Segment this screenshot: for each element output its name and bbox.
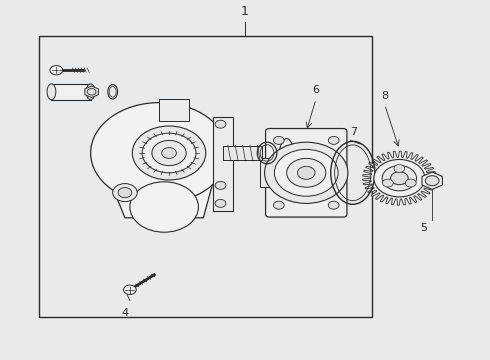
Circle shape bbox=[394, 165, 405, 172]
Text: 8: 8 bbox=[381, 91, 388, 101]
Circle shape bbox=[383, 179, 393, 187]
Circle shape bbox=[425, 176, 439, 186]
FancyBboxPatch shape bbox=[266, 129, 347, 217]
Circle shape bbox=[382, 166, 416, 191]
Polygon shape bbox=[363, 151, 436, 205]
Text: 4: 4 bbox=[122, 308, 128, 318]
Circle shape bbox=[297, 166, 315, 179]
Circle shape bbox=[87, 89, 96, 95]
Circle shape bbox=[273, 201, 284, 209]
Circle shape bbox=[215, 199, 226, 207]
Circle shape bbox=[215, 181, 226, 189]
Polygon shape bbox=[110, 182, 213, 218]
Polygon shape bbox=[422, 172, 442, 189]
Circle shape bbox=[265, 142, 348, 203]
Circle shape bbox=[215, 120, 226, 128]
Circle shape bbox=[118, 188, 132, 198]
Circle shape bbox=[113, 184, 137, 202]
Polygon shape bbox=[223, 146, 262, 160]
Text: 2: 2 bbox=[268, 138, 292, 153]
Circle shape bbox=[405, 179, 416, 187]
Text: 1: 1 bbox=[241, 5, 249, 18]
Circle shape bbox=[123, 285, 136, 294]
Circle shape bbox=[162, 148, 176, 158]
Polygon shape bbox=[51, 84, 91, 100]
Polygon shape bbox=[85, 86, 98, 98]
Ellipse shape bbox=[86, 84, 95, 100]
Ellipse shape bbox=[47, 84, 56, 100]
Text: 5: 5 bbox=[420, 223, 427, 233]
Circle shape bbox=[374, 159, 425, 197]
Circle shape bbox=[328, 136, 339, 144]
Text: 6: 6 bbox=[313, 85, 319, 95]
Circle shape bbox=[132, 126, 206, 180]
Circle shape bbox=[50, 66, 63, 75]
Circle shape bbox=[152, 140, 186, 166]
Ellipse shape bbox=[278, 139, 295, 189]
Polygon shape bbox=[213, 117, 233, 211]
Circle shape bbox=[287, 158, 326, 187]
Circle shape bbox=[274, 149, 338, 196]
Circle shape bbox=[273, 136, 284, 144]
Text: 7: 7 bbox=[350, 127, 358, 137]
Polygon shape bbox=[159, 99, 189, 121]
Circle shape bbox=[130, 182, 198, 232]
Text: 3: 3 bbox=[291, 184, 306, 195]
Circle shape bbox=[328, 201, 339, 209]
Circle shape bbox=[91, 103, 228, 203]
Polygon shape bbox=[260, 158, 270, 187]
Circle shape bbox=[391, 172, 408, 185]
Ellipse shape bbox=[282, 146, 292, 182]
Circle shape bbox=[142, 133, 196, 173]
